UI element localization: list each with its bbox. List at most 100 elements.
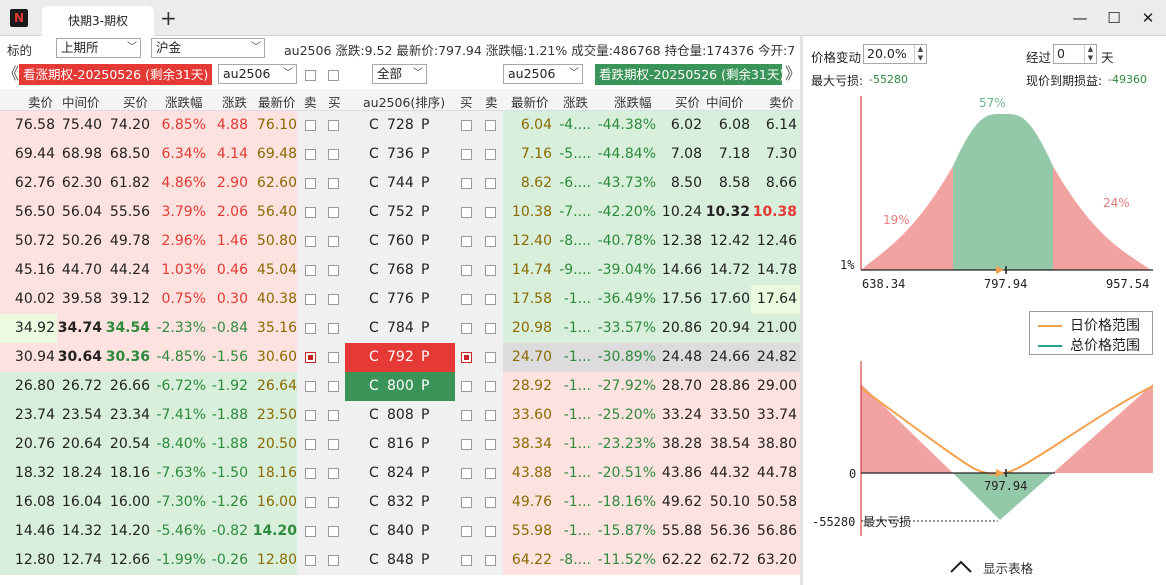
call-buy-checkbox[interactable] (328, 120, 339, 131)
strike-filter-select[interactable]: 全部 ﹀ (372, 64, 427, 84)
tab-kuaiqi-options[interactable]: 快期3-期权 (42, 6, 154, 36)
call-buy-checkbox[interactable] (328, 207, 339, 218)
header-call-bid[interactable]: 买价 (123, 95, 149, 110)
put-buy-checkbox[interactable] (461, 149, 472, 160)
call-buy-checkbox[interactable] (328, 497, 339, 508)
call-buy-checkbox[interactable] (328, 381, 339, 392)
header-put-mid[interactable]: 中间价 (706, 95, 744, 110)
product-select[interactable]: 沪金 ﹀ (151, 38, 265, 58)
call-sell-checkbox[interactable] (305, 381, 316, 392)
call-buy-checkbox[interactable] (328, 323, 339, 334)
put-buy-checkbox[interactable] (461, 439, 472, 450)
call-buy-checkbox[interactable] (328, 555, 339, 566)
put-month-select[interactable]: au2506 ﹀ (503, 64, 583, 84)
table-row[interactable]: 34.92 34.74 34.54 -2.33% -0.84 35.16 C 784 P 20.9… (0, 314, 800, 343)
call-sell-checkbox[interactable] (305, 555, 316, 566)
table-row[interactable]: 14.46 14.32 14.20 -5.46% -0.82 14.20 C 840 P 55.9… (0, 517, 800, 546)
table-row[interactable]: 16.08 16.04 16.00 -7.30% -1.26 16.00 C 832 P 49.7… (0, 488, 800, 517)
add-tab-button[interactable]: + (160, 6, 177, 30)
put-sell-checkbox[interactable] (485, 323, 496, 334)
table-row[interactable]: 20.76 20.64 20.54 -8.40% -1.88 20.50 C 816 P 38.3… (0, 430, 800, 459)
call-sell-checkbox[interactable] (305, 207, 316, 218)
call-sell-checkbox[interactable] (305, 265, 316, 276)
price-change-input[interactable]: 20.0% ▲ ▼ (863, 44, 927, 64)
table-row[interactable]: 76.58 75.40 74.20 6.85% 4.88 76.10 C 728 P 6.04 -4… (0, 111, 800, 140)
minimize-button[interactable]: — (1072, 9, 1088, 27)
call-sell-all-checkbox[interactable] (305, 70, 316, 81)
call-sell-checkbox[interactable] (305, 120, 316, 131)
put-buy-checkbox[interactable] (461, 178, 472, 189)
table-row[interactable]: 12.80 12.74 12.66 -1.99% -0.26 12.80 C 848 P 64.2… (0, 546, 800, 575)
header-call-chg[interactable]: 涨跌 (222, 95, 248, 110)
header-call-chg-pct[interactable]: 涨跌幅 (165, 95, 203, 110)
table-row[interactable]: 23.74 23.54 23.34 -7.41% -1.88 23.50 C 808 P 33.6… (0, 401, 800, 430)
header-put-chg-pct[interactable]: 涨跌幅 (614, 95, 652, 110)
put-buy-checkbox[interactable] (461, 207, 472, 218)
call-buy-checkbox[interactable] (328, 410, 339, 421)
prev-month-button[interactable]: 《 (3, 64, 20, 83)
header-put-last[interactable]: 最新价 (511, 95, 549, 110)
header-put-ask[interactable]: 卖价 (769, 95, 795, 110)
put-sell-checkbox[interactable] (485, 381, 496, 392)
show-table-button[interactable]: 显示表格 (983, 561, 1034, 576)
call-buy-checkbox[interactable] (328, 526, 339, 537)
call-buy-checkbox[interactable] (328, 149, 339, 160)
put-sell-checkbox[interactable] (485, 497, 496, 508)
put-sell-checkbox[interactable] (485, 468, 496, 479)
panel-splitter[interactable] (800, 36, 803, 585)
put-sell-checkbox[interactable] (485, 207, 496, 218)
call-buy-checkbox[interactable] (328, 236, 339, 247)
call-sell-checkbox[interactable] (305, 410, 316, 421)
put-buy-checkbox[interactable] (461, 468, 472, 479)
table-row[interactable]: 45.16 44.70 44.24 1.03% 0.46 45.04 C 768 P 14.74-… (0, 256, 800, 285)
put-sell-checkbox[interactable] (485, 265, 496, 276)
header-call-last[interactable]: 最新价 (258, 95, 296, 110)
call-sell-checkbox[interactable] (305, 178, 316, 189)
put-sell-checkbox[interactable] (485, 526, 496, 537)
spin-arrows-icon[interactable]: ▲ ▼ (914, 45, 926, 63)
maximize-button[interactable]: ☐ (1107, 9, 1121, 27)
exchange-select[interactable]: 上期所 ﹀ (56, 38, 141, 58)
close-button[interactable]: ✕ (1141, 9, 1155, 27)
call-sell-checkbox[interactable] (305, 236, 316, 247)
put-sell-checkbox[interactable] (485, 410, 496, 421)
call-buy-checkbox[interactable] (328, 439, 339, 450)
call-sell-checkbox[interactable] (305, 149, 316, 160)
table-row[interactable]: 18.32 18.24 18.16 -7.63% -1.50 18.16 C 824 P 43.8… (0, 459, 800, 488)
put-buy-checkbox[interactable] (461, 352, 472, 363)
call-buy-checkbox[interactable] (328, 265, 339, 276)
call-buy-all-checkbox[interactable] (328, 70, 339, 81)
header-call-ask[interactable]: 卖价 (28, 95, 54, 110)
call-sell-checkbox[interactable] (305, 439, 316, 450)
call-buy-checkbox[interactable] (328, 468, 339, 479)
put-buy-checkbox[interactable] (461, 265, 472, 276)
put-buy-checkbox[interactable] (461, 323, 472, 334)
call-sell-checkbox[interactable] (305, 323, 316, 334)
days-input[interactable]: 0 ▲ ▼ (1053, 44, 1097, 64)
call-sell-checkbox[interactable] (305, 294, 316, 305)
table-row[interactable]: 62.76 62.30 61.82 4.86% 2.90 62.60 C 744 P 8.62 -6… (0, 169, 800, 198)
put-buy-checkbox[interactable] (461, 294, 472, 305)
call-sell-checkbox[interactable] (305, 497, 316, 508)
put-buy-checkbox[interactable] (461, 236, 472, 247)
put-sell-checkbox[interactable] (485, 294, 496, 305)
call-sell-checkbox[interactable] (305, 526, 316, 537)
call-buy-checkbox[interactable] (328, 352, 339, 363)
spin-arrows-icon[interactable]: ▲ ▼ (1084, 45, 1096, 63)
put-buy-checkbox[interactable] (461, 410, 472, 421)
put-sell-checkbox[interactable] (485, 352, 496, 363)
put-buy-checkbox[interactable] (461, 497, 472, 508)
header-strike-sort[interactable]: au2506(排序) (363, 95, 446, 110)
put-sell-checkbox[interactable] (485, 178, 496, 189)
call-sell-checkbox[interactable] (305, 468, 316, 479)
put-sell-checkbox[interactable] (485, 236, 496, 247)
header-call-mid[interactable]: 中间价 (62, 95, 100, 110)
table-row[interactable]: 69.44 68.98 68.50 6.34% 4.14 69.48 C 736 P 7.16 -5… (0, 140, 800, 169)
put-buy-checkbox[interactable] (461, 526, 472, 537)
table-row[interactable]: 26.80 26.72 26.66 -6.72% -1.92 26.64 C 800 P 28.9… (0, 372, 800, 401)
put-sell-checkbox[interactable] (485, 439, 496, 450)
header-put-chg[interactable]: 涨跌 (563, 95, 589, 110)
put-buy-checkbox[interactable] (461, 555, 472, 566)
table-row[interactable]: 30.94 30.64 30.36 -4.85% -1.56 30.60 C 792 P 24.7… (0, 343, 800, 372)
table-row[interactable]: 50.72 50.26 49.78 2.96% 1.46 50.80 C 760 P 12.40-… (0, 227, 800, 256)
